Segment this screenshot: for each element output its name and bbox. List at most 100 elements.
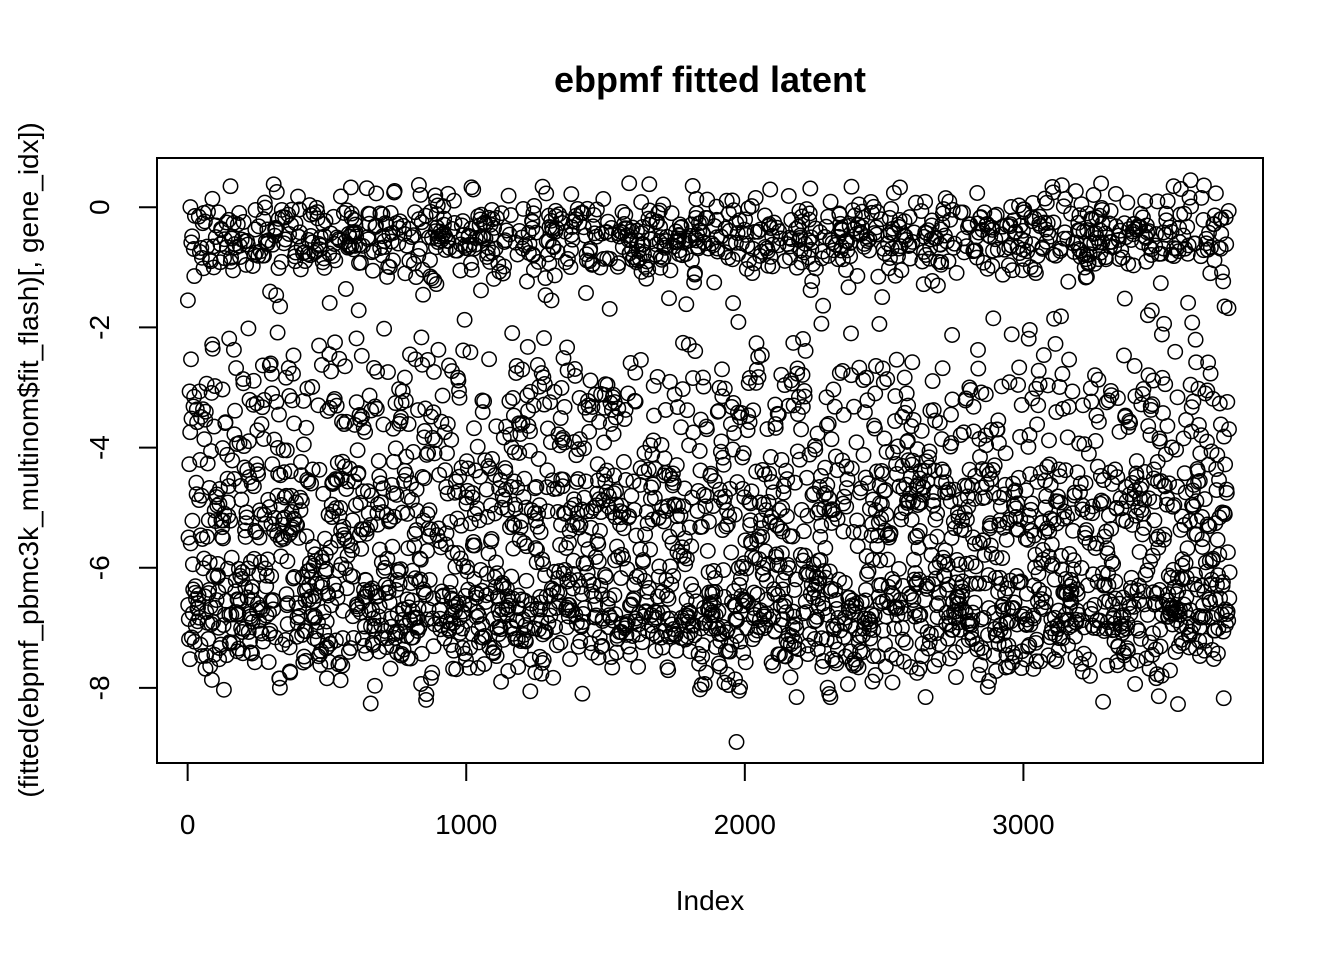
data-point [1065, 522, 1081, 539]
data-point [746, 607, 763, 623]
data-point [193, 487, 210, 504]
data-point [640, 461, 657, 478]
data-point [266, 431, 283, 448]
data-point [1119, 194, 1136, 211]
data-point [1153, 473, 1169, 490]
data-point [921, 449, 937, 466]
data-point [353, 347, 370, 364]
data-point [497, 232, 513, 249]
data-point [894, 631, 911, 648]
data-point [536, 330, 552, 347]
data-point [418, 446, 435, 463]
data-point [680, 336, 697, 353]
data-point [462, 515, 479, 532]
data-point [526, 197, 543, 214]
data-point [694, 637, 711, 654]
data-point [279, 553, 296, 570]
data-point [1111, 423, 1128, 440]
data-point [742, 517, 759, 534]
data-point [184, 228, 201, 245]
data-point [970, 341, 986, 358]
data-point [924, 273, 941, 289]
data-point [181, 651, 198, 668]
data-point [595, 466, 612, 483]
data-point [1025, 610, 1042, 627]
data-point [279, 595, 296, 612]
data-point [486, 640, 503, 656]
data-point [1221, 421, 1237, 438]
data-point [723, 544, 740, 561]
data-point [382, 660, 399, 677]
data-point [265, 176, 282, 193]
data-point [1159, 417, 1176, 434]
data-point [917, 193, 934, 210]
data-point [374, 206, 391, 223]
data-point [617, 471, 634, 488]
data-point [1046, 651, 1063, 668]
data-point [753, 520, 770, 537]
data-point [1095, 494, 1112, 511]
data-point [1146, 461, 1163, 478]
data-point [320, 632, 337, 649]
data-point [1036, 524, 1053, 541]
data-point [858, 369, 875, 386]
data-point [332, 672, 349, 689]
data-point [531, 497, 548, 514]
data-point [809, 425, 826, 442]
data-point [483, 530, 500, 547]
y-tick-label: -6 [84, 555, 115, 580]
data-point [883, 200, 900, 217]
data-point [493, 673, 510, 690]
data-point [328, 500, 345, 517]
data-point [231, 434, 248, 451]
data-point [1159, 193, 1176, 210]
data-point [872, 211, 889, 228]
data-point [1046, 310, 1063, 327]
data-point [762, 449, 779, 465]
data-point [370, 453, 387, 469]
data-point [463, 179, 480, 196]
data-point [1078, 522, 1095, 539]
data-point [375, 480, 392, 497]
data-point [382, 512, 399, 529]
data-point [1207, 185, 1224, 202]
data-point [924, 373, 941, 390]
data-point [512, 519, 529, 536]
data-point [1145, 372, 1162, 389]
data-point [793, 421, 810, 438]
data-point [539, 503, 556, 520]
data-point [1081, 534, 1098, 551]
data-point [876, 430, 893, 447]
data-point [866, 420, 883, 437]
data-point [332, 654, 348, 671]
data-point [614, 204, 631, 220]
data-point [435, 587, 452, 604]
data-point [645, 432, 662, 449]
data-point [802, 180, 819, 197]
data-point [825, 381, 842, 398]
data-point [1044, 556, 1061, 573]
data-point [774, 500, 791, 516]
data-point [843, 178, 860, 195]
data-point [737, 226, 754, 243]
data-point [743, 198, 760, 215]
data-point [339, 547, 356, 564]
data-point [536, 376, 553, 392]
data-point [493, 205, 510, 222]
data-point [334, 657, 351, 674]
data-point [584, 255, 601, 272]
data-point [385, 485, 402, 502]
data-point [597, 567, 613, 583]
data-point [1103, 520, 1120, 537]
data-point [562, 651, 579, 668]
data-point [1136, 520, 1152, 536]
data-point [710, 603, 727, 620]
data-point [907, 194, 924, 211]
data-point [878, 506, 895, 523]
data-point [1071, 435, 1088, 452]
data-point [195, 401, 211, 418]
data-point [356, 581, 372, 598]
data-point [874, 289, 891, 306]
data-point [318, 561, 335, 578]
data-point [575, 606, 592, 622]
